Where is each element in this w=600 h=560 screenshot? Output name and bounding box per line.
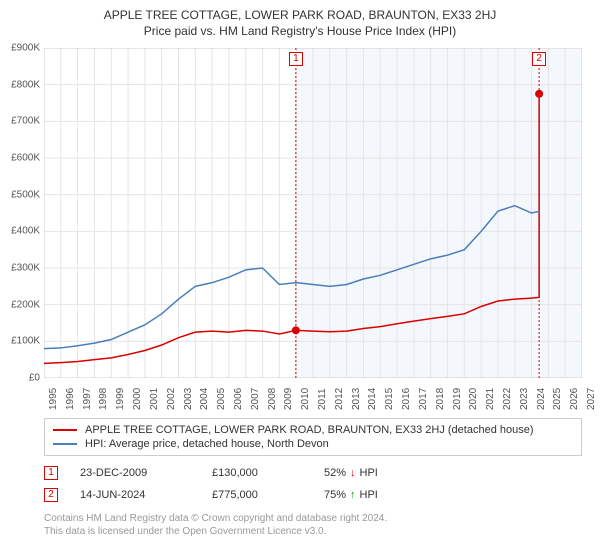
y-tick-label: £300K xyxy=(11,263,40,274)
x-tick-label: 2009 xyxy=(283,388,294,410)
y-tick-label: £400K xyxy=(11,226,40,237)
x-tick-label: 2007 xyxy=(250,388,261,410)
x-tick-label: 2017 xyxy=(418,388,429,410)
event-price: £130,000 xyxy=(212,467,302,479)
event-suffix: HPI xyxy=(360,467,378,479)
x-tick-label: 2008 xyxy=(267,388,278,410)
x-tick-label: 2018 xyxy=(435,388,446,410)
legend-item: APPLE TREE COTTAGE, LOWER PARK ROAD, BRA… xyxy=(53,423,573,437)
x-tick-label: 2003 xyxy=(183,388,194,410)
y-tick-label: £900K xyxy=(11,43,40,54)
x-tick-label: 1996 xyxy=(65,388,76,410)
footer-line-1: Contains HM Land Registry data © Crown c… xyxy=(44,512,582,525)
x-tick-label: 1999 xyxy=(115,388,126,410)
chart-marker-box: 1 xyxy=(289,52,303,66)
x-tick-label: 2001 xyxy=(149,388,160,410)
x-tick-label: 2021 xyxy=(485,388,496,410)
x-axis-labels: 1995 1996 1997 1998 1999 2000 2001 2002 2003 2004… xyxy=(44,380,582,420)
chart-plot-area: 12 xyxy=(44,48,582,378)
x-tick-label: 2015 xyxy=(384,388,395,410)
x-tick-label: 2023 xyxy=(519,388,530,410)
x-tick-label: 2019 xyxy=(452,388,463,410)
chart-title: APPLE TREE COTTAGE, LOWER PARK ROAD, BRA… xyxy=(0,0,600,22)
x-tick-label: 1995 xyxy=(48,388,59,410)
y-tick-label: £200K xyxy=(11,299,40,310)
y-tick-label: £100K xyxy=(11,336,40,347)
x-tick-label: 1998 xyxy=(98,388,109,410)
arrow-up-icon: ↑ xyxy=(350,489,356,501)
arrow-down-icon: ↓ xyxy=(350,467,356,479)
y-tick-label: £0 xyxy=(29,373,40,384)
legend-label: HPI: Average price, detached house, Nort… xyxy=(85,438,329,450)
y-tick-label: £600K xyxy=(11,153,40,164)
event-date: 14-JUN-2024 xyxy=(80,489,190,501)
legend-swatch xyxy=(53,429,77,431)
event-marker-box: 2 xyxy=(44,488,58,502)
x-tick-label: 1997 xyxy=(82,388,93,410)
x-tick-label: 2026 xyxy=(569,388,580,410)
event-delta: 52% ↓ HPI xyxy=(324,467,378,479)
x-tick-label: 2014 xyxy=(367,388,378,410)
event-delta: 75% ↑ HPI xyxy=(324,489,378,501)
y-axis-labels: £0£100K£200K£300K£400K£500K£600K£700K£80… xyxy=(0,48,44,378)
x-tick-label: 2022 xyxy=(502,388,513,410)
footer-line-2: This data is licensed under the Open Gov… xyxy=(44,525,582,538)
x-tick-label: 2006 xyxy=(233,388,244,410)
x-tick-label: 2025 xyxy=(552,388,563,410)
x-tick-label: 2002 xyxy=(166,388,177,410)
legend-label: APPLE TREE COTTAGE, LOWER PARK ROAD, BRA… xyxy=(85,424,534,436)
x-tick-label: 2005 xyxy=(216,388,227,410)
event-date: 23-DEC-2009 xyxy=(80,467,190,479)
x-tick-label: 2013 xyxy=(351,388,362,410)
x-tick-label: 2011 xyxy=(317,388,328,410)
x-tick-label: 2000 xyxy=(132,388,143,410)
chart-subtitle: Price paid vs. HM Land Registry's House … xyxy=(0,22,600,38)
event-pct: 75% xyxy=(324,489,346,501)
x-tick-label: 2024 xyxy=(536,388,547,410)
price-events: 1 23-DEC-2009 £130,000 52% ↓ HPI 2 14-JUN-2024 £… xyxy=(44,462,582,506)
x-tick-label: 2020 xyxy=(468,388,479,410)
chart-footer: Contains HM Land Registry data © Crown c… xyxy=(44,512,582,538)
y-tick-label: £500K xyxy=(11,189,40,200)
event-row: 1 23-DEC-2009 £130,000 52% ↓ HPI xyxy=(44,462,582,484)
chart-marker-box: 2 xyxy=(532,52,546,66)
legend-swatch xyxy=(53,443,77,445)
event-row: 2 14-JUN-2024 £775,000 75% ↑ HPI xyxy=(44,484,582,506)
event-suffix: HPI xyxy=(360,489,378,501)
x-tick-label: 2027 xyxy=(586,388,597,410)
event-marker-box: 1 xyxy=(44,466,58,480)
chart-legend: APPLE TREE COTTAGE, LOWER PARK ROAD, BRA… xyxy=(44,418,582,456)
event-pct: 52% xyxy=(324,467,346,479)
x-tick-label: 2012 xyxy=(334,388,345,410)
y-tick-label: £800K xyxy=(11,79,40,90)
x-tick-label: 2016 xyxy=(401,388,412,410)
x-tick-label: 2010 xyxy=(300,388,311,410)
y-tick-label: £700K xyxy=(11,116,40,127)
x-tick-label: 2004 xyxy=(199,388,210,410)
legend-item: HPI: Average price, detached house, Nort… xyxy=(53,437,573,451)
event-price: £775,000 xyxy=(212,489,302,501)
